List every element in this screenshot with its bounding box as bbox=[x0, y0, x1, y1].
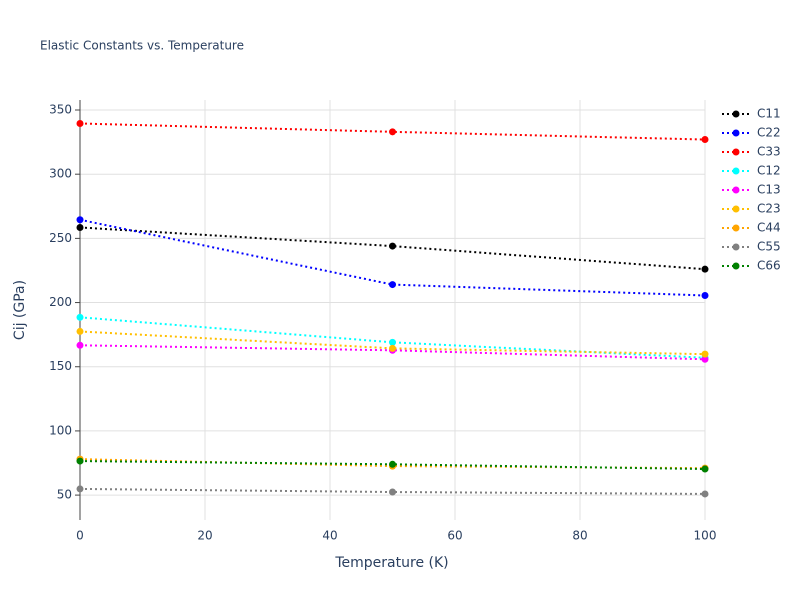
y-tick-label: 300 bbox=[49, 167, 72, 181]
legend-marker bbox=[732, 186, 740, 194]
y-tick-label: 200 bbox=[49, 295, 72, 309]
data-point bbox=[701, 490, 709, 498]
data-point bbox=[701, 350, 709, 358]
series-line bbox=[79, 460, 706, 471]
legend-label: C22 bbox=[757, 126, 781, 140]
legend-label: C11 bbox=[757, 107, 781, 121]
data-point bbox=[701, 465, 709, 473]
legend-marker bbox=[732, 148, 740, 156]
x-tick-label: 20 bbox=[197, 529, 212, 543]
legend-marker bbox=[732, 262, 740, 270]
y-tick-label: 250 bbox=[49, 231, 72, 245]
legend-label: C55 bbox=[757, 240, 781, 254]
y-axis-label: Cij (GPa) bbox=[12, 280, 28, 340]
x-axis-label: Temperature (K) bbox=[334, 555, 448, 571]
legend-label: C23 bbox=[757, 202, 781, 216]
x-tick-label: 80 bbox=[572, 529, 587, 543]
data-point bbox=[76, 327, 84, 335]
data-point bbox=[389, 460, 396, 468]
series-line bbox=[79, 344, 706, 361]
data-point bbox=[701, 136, 709, 144]
legend-marker bbox=[732, 224, 740, 232]
data-point bbox=[389, 128, 396, 136]
data-point bbox=[389, 338, 396, 346]
x-tick-label: 40 bbox=[322, 529, 337, 543]
data-point bbox=[389, 242, 396, 250]
data-point bbox=[701, 291, 709, 299]
data-point bbox=[76, 223, 84, 231]
data-point bbox=[701, 355, 709, 363]
data-point bbox=[76, 457, 84, 465]
legend-label: C44 bbox=[757, 221, 781, 235]
series-line bbox=[79, 487, 706, 495]
legend-marker bbox=[732, 167, 740, 175]
data-point bbox=[76, 216, 84, 224]
series-line bbox=[79, 330, 706, 356]
series-line bbox=[79, 218, 706, 297]
series-line bbox=[79, 122, 706, 141]
legend-label: C12 bbox=[757, 164, 781, 178]
data-point bbox=[76, 485, 84, 493]
y-tick-label: 100 bbox=[49, 423, 72, 437]
data-point bbox=[701, 265, 709, 273]
data-point bbox=[389, 281, 396, 289]
y-tick-label: 50 bbox=[57, 488, 72, 502]
chart-title: Elastic Constants vs. Temperature bbox=[40, 39, 244, 53]
legend-marker bbox=[732, 129, 740, 137]
x-tick-label: 0 bbox=[76, 529, 84, 543]
legend-label: C66 bbox=[757, 259, 781, 273]
y-tick-label: 150 bbox=[49, 359, 72, 373]
data-point bbox=[389, 488, 396, 496]
x-tick-label: 100 bbox=[694, 529, 717, 543]
x-tick-label: 60 bbox=[447, 529, 462, 543]
legend-label: C13 bbox=[757, 183, 781, 197]
legend-marker bbox=[732, 205, 740, 213]
legend-marker bbox=[732, 243, 740, 251]
data-point bbox=[76, 313, 84, 321]
legend-marker bbox=[732, 110, 740, 118]
legend-label: C33 bbox=[757, 145, 781, 159]
data-point bbox=[76, 341, 84, 349]
series-line bbox=[79, 226, 706, 271]
data-point bbox=[389, 344, 396, 352]
data-point bbox=[76, 119, 84, 127]
y-tick-label: 350 bbox=[49, 103, 72, 117]
